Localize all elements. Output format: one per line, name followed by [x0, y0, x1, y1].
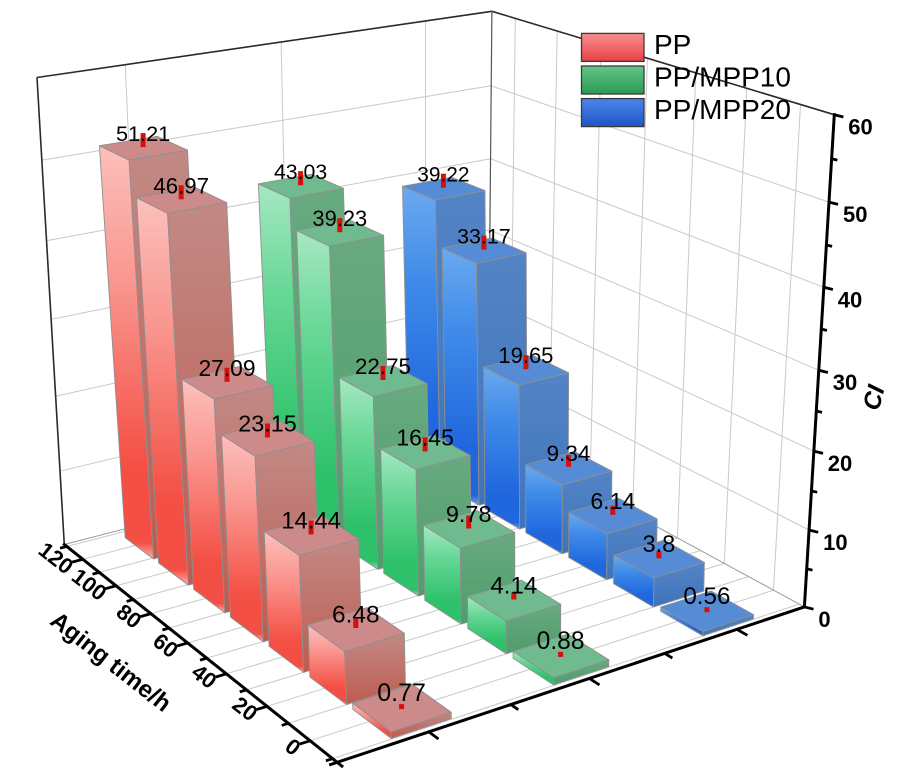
svg-text:9.34: 9.34 — [547, 441, 591, 466]
svg-text:46.97: 46.97 — [153, 173, 209, 198]
svg-text:4.14: 4.14 — [490, 573, 537, 600]
svg-text:22.75: 22.75 — [355, 354, 411, 379]
svg-text:PP: PP — [654, 29, 691, 60]
svg-text:0.88: 0.88 — [537, 628, 585, 655]
svg-text:33.17: 33.17 — [457, 225, 511, 249]
svg-text:23.15: 23.15 — [238, 411, 297, 437]
svg-text:50: 50 — [843, 202, 867, 227]
svg-text:39.22: 39.22 — [417, 164, 469, 187]
svg-text:20: 20 — [828, 451, 852, 476]
svg-text:6.14: 6.14 — [590, 488, 635, 514]
svg-text:51.21: 51.21 — [116, 121, 170, 146]
svg-text:0.56: 0.56 — [683, 583, 730, 610]
svg-text:0: 0 — [818, 607, 830, 632]
svg-text:PP/MPP10: PP/MPP10 — [654, 62, 791, 93]
svg-text:30: 30 — [833, 370, 857, 395]
svg-text:14.44: 14.44 — [281, 508, 341, 535]
svg-text:16.45: 16.45 — [396, 424, 454, 450]
svg-text:0.77: 0.77 — [377, 679, 426, 707]
svg-text:PP/MPP20: PP/MPP20 — [654, 94, 791, 125]
svg-text:39.23: 39.23 — [312, 206, 367, 231]
svg-text:60: 60 — [848, 115, 872, 140]
svg-text:3.8: 3.8 — [642, 532, 675, 558]
svg-text:19.65: 19.65 — [498, 343, 553, 368]
svg-text:10: 10 — [823, 530, 847, 555]
svg-text:6.48: 6.48 — [332, 602, 379, 629]
svg-text:9.78: 9.78 — [446, 501, 492, 527]
svg-text:27.09: 27.09 — [198, 355, 255, 381]
svg-text:40: 40 — [838, 287, 862, 312]
svg-text:43.03: 43.03 — [274, 160, 327, 184]
